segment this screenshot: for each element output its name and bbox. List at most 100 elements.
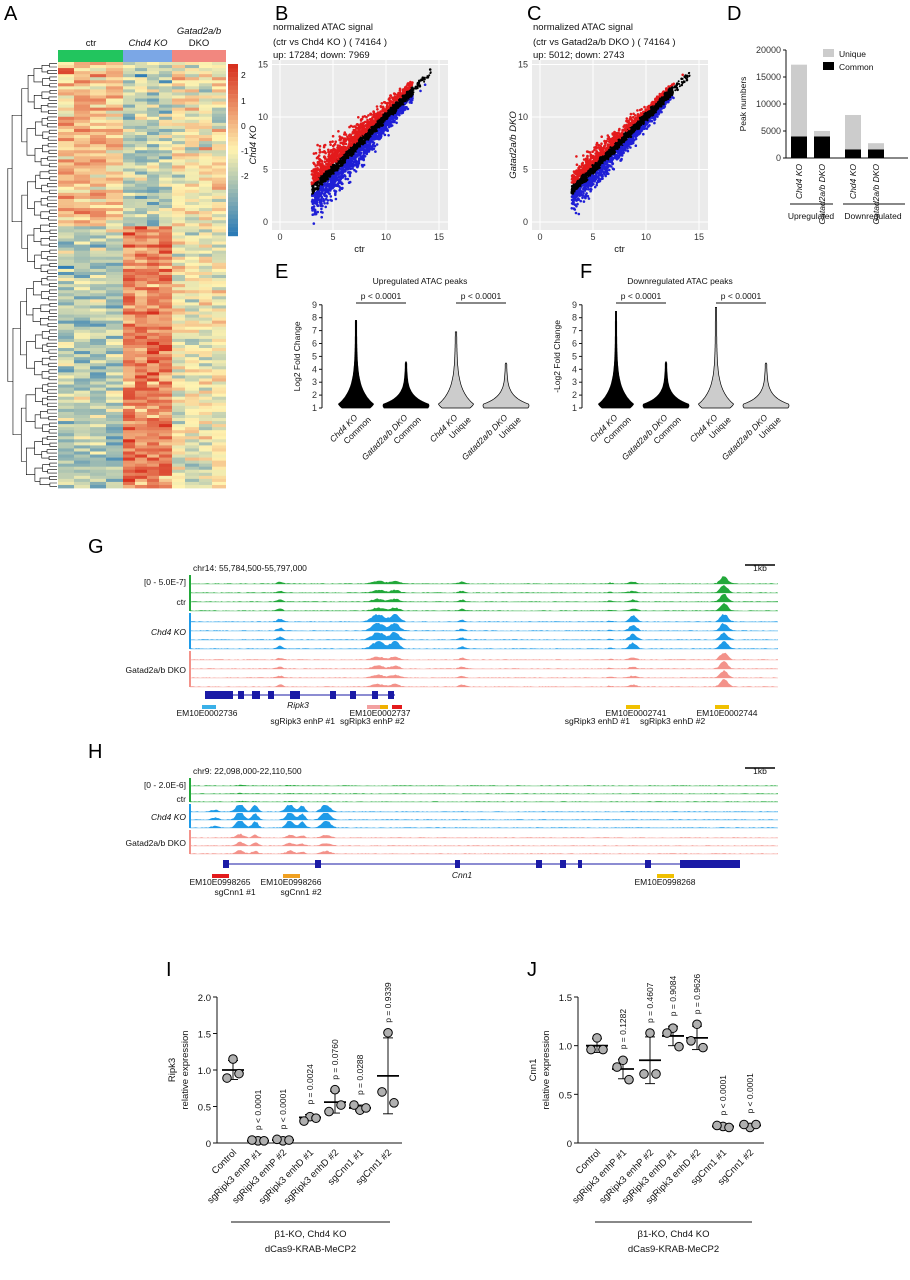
heatmap-cell: [74, 162, 90, 166]
heatmap-cell: [58, 68, 74, 72]
dendrogram-branch: [47, 136, 57, 141]
heatmap-cell: [185, 95, 199, 99]
scatter-point-ns: [414, 87, 417, 90]
heatmap-cell: [74, 338, 90, 343]
heatmap-cell: [172, 153, 185, 157]
heatmap-cell: [74, 247, 90, 252]
heatmap-cell: [159, 205, 172, 209]
heatmap-cell: [185, 177, 199, 182]
heatmap-cell: [106, 360, 123, 364]
heatmap-cell: [90, 369, 106, 373]
heatmap-cell: [185, 174, 199, 179]
heatmap-cell: [172, 411, 185, 416]
x-tick-label: 10: [381, 232, 391, 242]
heatmap-cell: [90, 275, 106, 279]
heatmap-cell: [74, 302, 90, 306]
heatmap-cell: [212, 211, 226, 215]
heatmap-cell: [212, 165, 226, 169]
dendrogram-branch: [46, 256, 57, 261]
heatmap-cell: [90, 104, 106, 109]
heatmap-cell: [74, 101, 90, 105]
scatter-point-up: [343, 133, 346, 136]
heatmap-cell: [212, 229, 226, 233]
scatter-point-ns: [402, 96, 405, 99]
dendrogram-branch: [40, 104, 49, 113]
scatter-point-down: [357, 157, 361, 160]
heatmap-cell: [172, 141, 185, 145]
heatmap-cell: [90, 454, 106, 458]
heatmap-cell: [135, 198, 147, 203]
heatmap-cell: [159, 174, 172, 179]
heatmap-cell: [147, 119, 159, 124]
scatter-point-down: [317, 193, 321, 197]
color-scale-step: [228, 85, 238, 90]
heatmap-cell: [159, 375, 172, 379]
heatmap-cell: [58, 439, 74, 443]
heatmap-cell: [159, 372, 172, 376]
heatmap-cell: [185, 469, 199, 474]
heatmap-cell: [147, 335, 159, 340]
heatmap-cell: [199, 138, 212, 142]
scatter-point-up: [312, 178, 316, 181]
heatmap-cell: [199, 95, 212, 99]
scatter-point-ns: [380, 118, 383, 122]
scatter-point-ns: [339, 159, 343, 163]
heatmap-cell: [147, 125, 159, 130]
heatmap-cell: [212, 125, 226, 130]
heatmap-cell: [199, 335, 212, 340]
heatmap-cell: [172, 427, 185, 431]
heatmap-cell: [58, 86, 74, 90]
scatter-point-up: [322, 155, 326, 159]
dendrogram-branch: [41, 65, 50, 73]
dendrogram-branch: [48, 349, 57, 354]
heatmap-cell: [212, 89, 226, 93]
scatter-point-down: [373, 136, 377, 140]
heatmap-cell: [172, 205, 185, 209]
heatmap-cell: [74, 275, 90, 279]
heatmap-cell: [74, 369, 90, 373]
heatmap-cell: [123, 332, 135, 337]
scatter-point-ns: [359, 136, 363, 140]
heatmap-cell: [58, 320, 74, 325]
heatmap-cell: [159, 317, 172, 322]
heatmap-cell: [106, 387, 123, 392]
color-scale-step: [228, 124, 238, 129]
heatmap-cell: [159, 171, 172, 175]
dendrogram-branch: [26, 288, 34, 316]
heatmap-cell: [172, 293, 185, 297]
scatter-point-ns: [367, 134, 370, 137]
heatmap-cell: [212, 92, 226, 96]
color-scale-step: [228, 154, 238, 159]
heatmap-cell: [123, 195, 135, 200]
panel-label-b: B: [275, 3, 288, 25]
heatmap-cell: [106, 439, 123, 443]
heatmap-cell: [212, 372, 226, 376]
y-tick-label: 0: [523, 217, 528, 227]
heatmap-cell: [135, 366, 147, 370]
heatmap-cell: [74, 393, 90, 398]
heatmap-cell: [212, 189, 226, 194]
heatmap-cell: [90, 284, 106, 288]
heatmap-cell: [74, 433, 90, 437]
heatmap-cell: [199, 439, 212, 443]
heatmap-cell: [106, 402, 123, 407]
heatmap-cell: [58, 256, 74, 261]
heatmap-cell: [90, 74, 106, 78]
color-scale-step: [228, 132, 238, 138]
heatmap-cell: [74, 217, 90, 221]
heatmap-cell: [90, 341, 106, 346]
scatter-point-up: [341, 142, 345, 146]
heatmap-cell: [106, 442, 123, 446]
heatmap-cell: [90, 92, 106, 96]
heatmap-cell: [58, 293, 74, 297]
heatmap-cell: [147, 332, 159, 337]
heatmap-cell: [185, 445, 199, 449]
scatter-point-up: [320, 172, 324, 175]
heatmap-cell: [135, 433, 147, 437]
heatmap-cell: [106, 332, 123, 337]
heatmap-cell: [58, 192, 74, 197]
heatmap-cell: [159, 460, 172, 465]
heatmap-cell: [74, 372, 90, 376]
heatmap-cell: [90, 223, 106, 227]
heatmap-cell: [172, 247, 185, 252]
